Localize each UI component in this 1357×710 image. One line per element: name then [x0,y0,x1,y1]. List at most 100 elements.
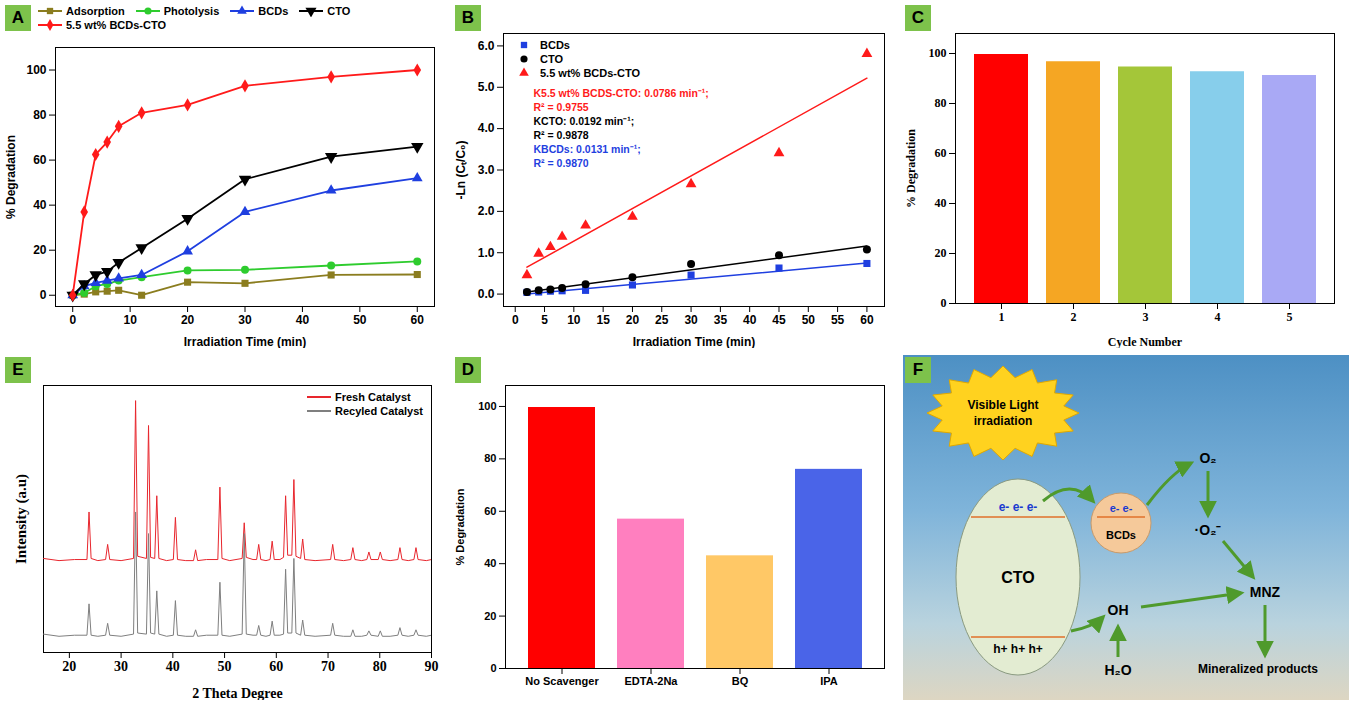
svg-text:30: 30 [684,313,698,327]
svg-text:30: 30 [114,659,128,674]
svg-text:40: 40 [935,196,947,210]
svg-text:O₂: O₂ [1199,450,1216,466]
html-text:Adsorption: Adsorption [66,5,125,17]
svg-text:40: 40 [484,557,496,569]
html-text:A: A [11,8,25,27]
svg-text:KCTO: 0.0192 min⁻¹;: KCTO: 0.0192 min⁻¹; [534,115,635,127]
svg-text:6.0: 6.0 [478,39,495,53]
html-text:CTO: CTO [327,5,351,17]
html-text:D: D [461,360,475,379]
svg-text:5.0: 5.0 [478,80,495,94]
svg-text:60: 60 [860,313,874,327]
svg-text:25: 25 [655,313,669,327]
svg-text:Visible Light: Visible Light [967,398,1038,412]
svg-text:0: 0 [512,313,519,327]
svg-text:MNZ: MNZ [1250,584,1281,600]
svg-text:h+ h+ h+: h+ h+ h+ [993,642,1043,656]
svg-text:% Degradation: % Degradation [904,129,918,208]
svg-text:40: 40 [166,659,180,674]
svg-text:2.0: 2.0 [478,204,495,218]
svg-text:55: 55 [831,313,845,327]
svg-text:4.0: 4.0 [478,121,495,135]
svg-text:60: 60 [484,505,496,517]
svg-text:20: 20 [62,659,76,674]
html-text:BCDs: BCDs [258,5,289,17]
svg-text:80: 80 [484,452,496,464]
svg-text:% Degradation: % Degradation [4,135,18,219]
svg-text:3: 3 [1143,310,1149,324]
svg-text:3.0: 3.0 [478,163,495,177]
svg-text:100: 100 [26,63,46,77]
svg-text:K5.5 wt% BCDS-CTO: 0.0786 min⁻: K5.5 wt% BCDS-CTO: 0.0786 min⁻¹; [534,87,709,99]
svg-text:KBCDs: 0.0131 min⁻¹;: KBCDs: 0.0131 min⁻¹; [534,143,641,155]
svg-text:·O₂⁻: ·O₂⁻ [1195,522,1222,538]
svg-text:1: 1 [999,310,1005,324]
svg-text:40: 40 [743,313,757,327]
svg-text:EDTA-2Na: EDTA-2Na [625,675,679,687]
html-text:B: B [461,8,475,27]
svg-text:60: 60 [935,146,947,160]
svg-text:20: 20 [484,610,496,622]
svg-text:80: 80 [935,96,947,110]
svg-text:OH: OH [1108,602,1129,618]
svg-text:60: 60 [269,659,283,674]
svg-text:50: 50 [353,313,367,327]
svg-text:15: 15 [596,313,610,327]
svg-text:60: 60 [411,313,425,327]
svg-text:0.0: 0.0 [478,287,495,301]
svg-text:100: 100 [929,46,947,60]
svg-text:H₂O: H₂O [1104,662,1131,678]
svg-text:30: 30 [238,313,252,327]
svg-text:Cycle Number: Cycle Number [1108,335,1183,349]
svg-text:20: 20 [181,313,195,327]
svg-text:20: 20 [33,243,47,257]
svg-text:80: 80 [33,108,47,122]
svg-text:2 Theta Degree: 2 Theta Degree [192,686,282,701]
svg-text:40: 40 [296,313,310,327]
html-text:Photolysis: Photolysis [163,5,220,17]
svg-text:Intensity (a.u): Intensity (a.u) [13,474,30,564]
svg-text:R² = 0.9755: R² = 0.9755 [534,101,589,113]
svg-text:70: 70 [321,659,335,674]
svg-text:20: 20 [935,246,947,260]
svg-text:CTO: CTO [1001,569,1034,586]
svg-text:0: 0 [69,313,76,327]
svg-text:5: 5 [1287,310,1293,324]
svg-text:100: 100 [478,400,496,412]
svg-text:80: 80 [373,659,387,674]
svg-text:5: 5 [541,313,548,327]
svg-text:90: 90 [425,659,439,674]
svg-text:No Scavenger: No Scavenger [525,675,599,687]
svg-text:e- e-: e- e- [1110,502,1133,514]
svg-text:e- e- e-: e- e- e- [999,500,1038,514]
svg-text:0: 0 [40,288,47,302]
html-text:C: C [911,8,925,27]
svg-text:-Ln (Cₜ/C₀): -Ln (Cₜ/C₀) [454,140,468,199]
svg-text:0: 0 [941,296,947,310]
svg-text:IPA: IPA [820,675,838,687]
svg-text:50: 50 [218,659,232,674]
svg-text:R² = 0.9878: R² = 0.9878 [534,129,589,141]
svg-text:20: 20 [626,313,640,327]
svg-text:0: 0 [490,662,496,674]
svg-text:35: 35 [714,313,728,327]
svg-text:45: 45 [772,313,786,327]
svg-text:Mineralized products: Mineralized products [1198,662,1318,676]
svg-text:BQ: BQ [732,675,749,687]
html-text:BCDs: BCDs [540,39,570,51]
svg-text:% Degradation: % Degradation [454,488,466,565]
svg-text:Irradiation Time (min): Irradiation Time (min) [633,335,755,349]
svg-text:1.0: 1.0 [478,246,495,260]
html-text:5.5 wt% BCDs-CTO: 5.5 wt% BCDs-CTO [66,19,166,31]
svg-text:BCDs: BCDs [1106,529,1136,541]
svg-text:60: 60 [33,153,47,167]
svg-text:10: 10 [567,313,581,327]
svg-text:4: 4 [1215,310,1221,324]
svg-text:2: 2 [1071,310,1077,324]
svg-text:40: 40 [33,198,47,212]
svg-text:Irradiation Time (min): Irradiation Time (min) [184,335,306,349]
svg-text:R² = 0.9870: R² = 0.9870 [534,157,589,169]
svg-text:10: 10 [123,313,137,327]
svg-text:irradiation: irradiation [974,414,1033,428]
svg-text:50: 50 [802,313,816,327]
